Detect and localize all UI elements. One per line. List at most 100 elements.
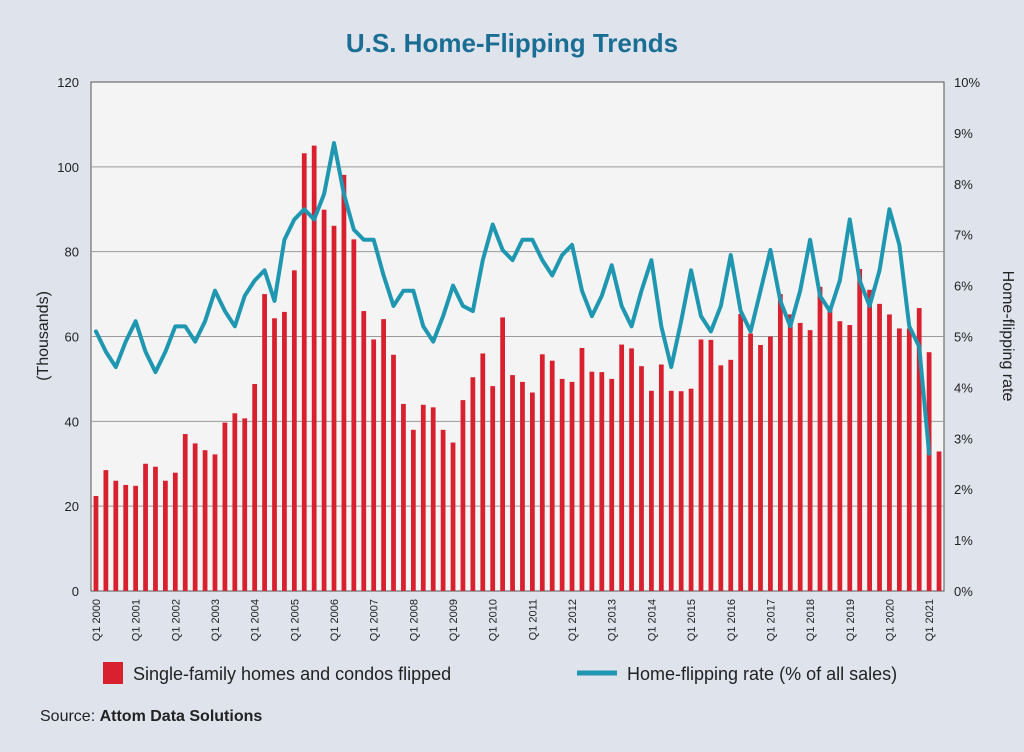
y-tick-label: 60 xyxy=(65,330,79,345)
x-tick-label: Q1 2007 xyxy=(369,599,381,641)
bar xyxy=(916,308,922,591)
bar xyxy=(668,390,674,591)
x-tick-label: Q1 2005 xyxy=(289,599,301,641)
x-tick-label: Q1 2009 xyxy=(448,599,460,641)
x-tick-label: Q1 2008 xyxy=(408,599,420,641)
y2-tick-label: 7% xyxy=(954,228,973,243)
x-tick-label: Q1 2019 xyxy=(845,599,857,641)
bar xyxy=(301,153,307,591)
bar xyxy=(569,381,575,591)
bar xyxy=(192,443,198,591)
bar xyxy=(688,388,694,591)
bar xyxy=(738,314,744,591)
bar xyxy=(182,434,188,591)
y2-tick-label: 5% xyxy=(954,330,973,345)
x-tick-label: Q1 2013 xyxy=(607,599,619,641)
bar xyxy=(163,480,168,591)
x-tick-label: Q1 2001 xyxy=(131,599,143,641)
y-axis-title: (Thousands) xyxy=(35,291,52,381)
bar xyxy=(153,466,158,591)
y2-tick-label: 3% xyxy=(954,431,973,446)
x-tick-label: Q1 2006 xyxy=(329,599,341,641)
bar xyxy=(222,422,228,591)
bar xyxy=(470,377,476,591)
bar xyxy=(728,359,734,591)
bar xyxy=(371,339,377,591)
y2-tick-label: 2% xyxy=(954,482,973,497)
bar xyxy=(361,311,367,591)
y-tick-label: 0 xyxy=(72,584,79,599)
bar xyxy=(202,450,208,591)
bar xyxy=(936,451,942,591)
bar xyxy=(252,384,258,591)
line-layer xyxy=(93,141,932,456)
bar xyxy=(837,321,843,591)
bar xyxy=(123,484,129,591)
bar xyxy=(768,336,773,591)
bar xyxy=(629,348,634,591)
bar xyxy=(847,325,853,591)
bar xyxy=(520,381,525,591)
bar xyxy=(321,209,327,591)
bar xyxy=(639,366,644,591)
bar xyxy=(311,145,317,591)
bar xyxy=(609,378,615,591)
y2-tick-label: 1% xyxy=(954,533,973,548)
x-tick-label: Q1 2002 xyxy=(170,599,182,641)
chart-title: U.S. Home-Flipping Trends xyxy=(345,28,679,58)
bar xyxy=(658,364,664,591)
y-tick-label: 20 xyxy=(65,499,79,514)
bar xyxy=(708,339,714,591)
bar xyxy=(113,480,119,591)
source-prefix: Source: xyxy=(40,708,100,725)
bar xyxy=(430,407,436,591)
bar xyxy=(291,270,297,591)
bar xyxy=(926,352,932,591)
rate-line xyxy=(93,141,932,456)
bar xyxy=(748,333,753,591)
legend-label-line: Home-flipping rate (% of all sales) xyxy=(627,664,897,684)
bar xyxy=(777,294,783,591)
bar xyxy=(282,311,287,591)
bar xyxy=(401,403,406,591)
y-axis-right: 0% 1% 2% 3% 4% 5% 6% 7% 8% 9% 10% xyxy=(954,75,980,599)
bar xyxy=(887,314,892,591)
bar xyxy=(619,344,625,591)
y-tick-label: 100 xyxy=(57,160,79,175)
y2-tick-label: 8% xyxy=(954,177,973,192)
bar xyxy=(549,360,555,591)
x-tick-label: Q1 2010 xyxy=(488,599,500,641)
bar xyxy=(212,454,218,591)
bar xyxy=(460,400,466,591)
bar xyxy=(143,463,148,591)
bar xyxy=(896,328,902,591)
bar xyxy=(718,365,724,591)
y2-tick-label: 10% xyxy=(954,75,980,90)
bar xyxy=(877,303,882,591)
bar-layer xyxy=(93,145,942,592)
bar xyxy=(391,354,396,591)
bar xyxy=(906,328,912,591)
bar xyxy=(331,225,337,592)
bar xyxy=(262,294,267,591)
bar xyxy=(351,239,357,591)
bar xyxy=(420,404,426,591)
legend: Single-family homes and condos flipped H… xyxy=(103,662,897,684)
x-tick-label: Q1 2004 xyxy=(250,599,262,641)
bar xyxy=(500,317,506,591)
bar xyxy=(857,269,863,591)
bar xyxy=(807,330,813,591)
bar xyxy=(341,174,347,591)
y-axis-left: 0 20 40 60 80 100 120 xyxy=(57,75,79,599)
y-tick-label: 80 xyxy=(65,245,79,260)
bar xyxy=(410,429,416,591)
bar xyxy=(797,322,803,591)
x-tick-label: Q1 2018 xyxy=(805,599,817,641)
x-tick-label: Q1 2000 xyxy=(91,599,103,641)
bar xyxy=(827,306,833,591)
bar xyxy=(93,495,99,591)
y2-tick-label: 4% xyxy=(954,380,973,395)
bar xyxy=(529,392,535,591)
x-tick-label: Q1 2015 xyxy=(686,599,698,641)
